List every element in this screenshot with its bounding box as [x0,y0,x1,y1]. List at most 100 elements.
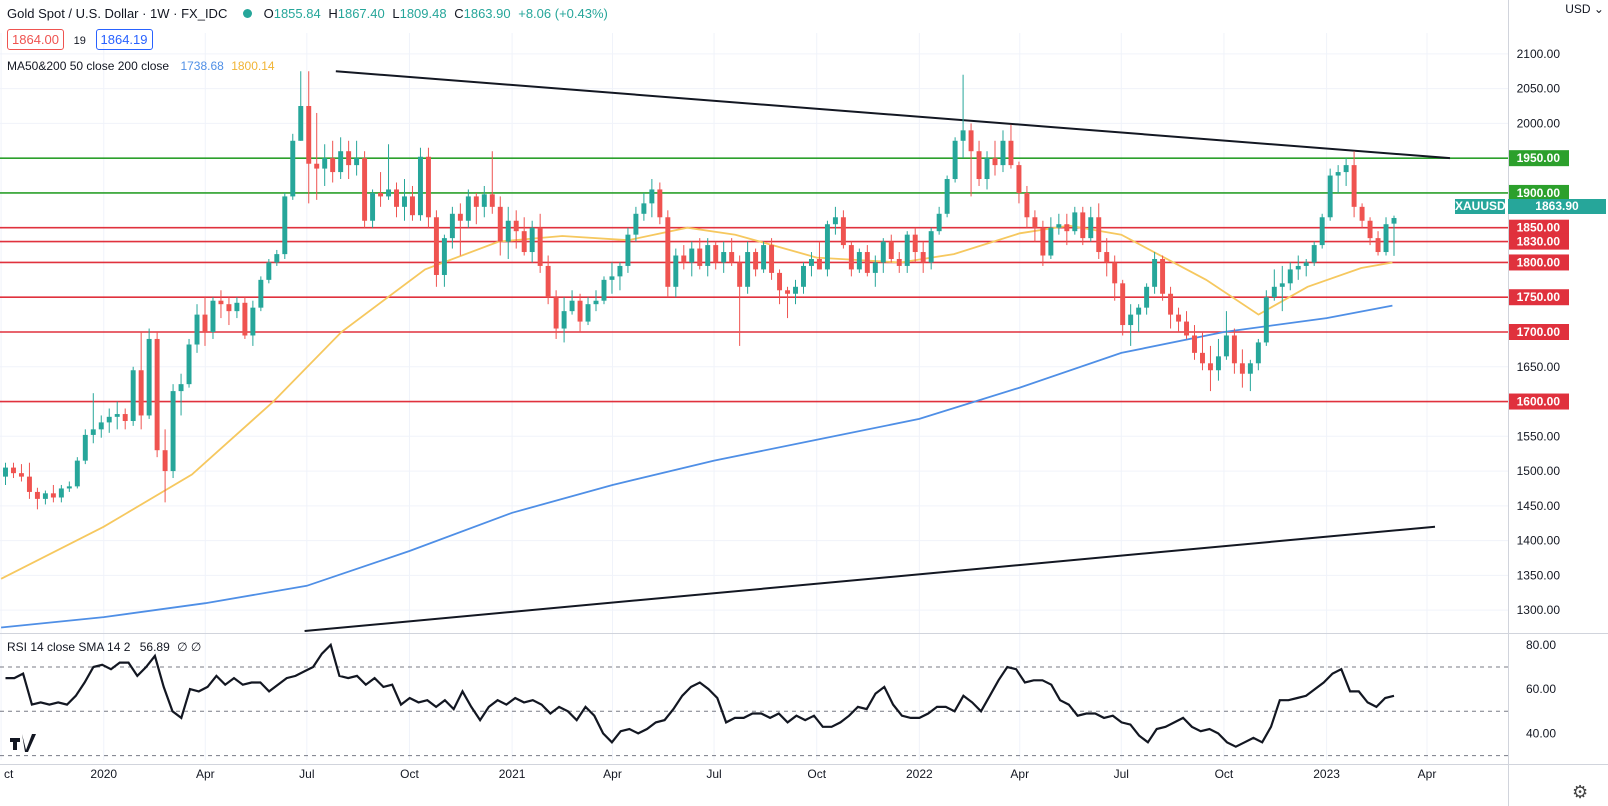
level-tag-label: 1700.00 [1517,325,1561,339]
candle-body [338,151,344,173]
rsi-legend[interactable]: RSI 14 close SMA 14 2 56.89 ∅ ∅ [7,640,201,654]
candle-body [410,196,415,216]
candle [1231,328,1237,374]
candle [505,206,511,259]
candle-body [681,255,687,263]
candle-body [729,252,735,263]
candle-body [250,307,256,336]
candle [11,462,16,479]
candle-body [282,196,288,255]
candle [617,262,623,291]
ma50-value: 1800.14 [231,59,275,73]
candle [122,408,128,430]
x-tick-label: 2023 [1313,767,1340,781]
candle [777,269,783,305]
candle-body [42,493,48,499]
candle [713,241,719,270]
candle-body [18,473,24,477]
candle-body [378,192,384,197]
candle-body [202,314,208,332]
level-tag-bg [1509,289,1569,306]
moving-averages [0,224,1393,629]
ohlc-low: 1809.48 [399,6,447,21]
candle [362,151,368,228]
ma-legend[interactable]: MA50&200 50 close 200 close 1738.68 1800… [7,59,275,73]
candle-body [138,370,144,416]
candle [1207,345,1213,392]
candle-body [66,486,72,489]
candle-body [481,194,487,207]
candle-body [178,384,184,392]
buy-price-button[interactable]: 1864.19 [95,29,153,50]
candle-body [513,220,519,232]
symbol-title[interactable]: Gold Spot / U.S. Dollar · 1W · FX_IDC [7,6,228,21]
candle [801,262,806,294]
candle [1040,220,1046,266]
candle-body [753,252,759,270]
candle [1335,165,1341,193]
candle-body [1335,172,1341,176]
x-tick-label: 2021 [499,767,526,781]
candle-body [130,370,136,422]
market-status-dot [242,9,252,18]
candle-body [1367,220,1373,239]
candle [242,297,248,339]
candle-body [832,217,838,225]
candle-body [521,231,527,253]
candle-body [896,258,902,266]
candle [1192,325,1197,360]
candle [489,151,495,214]
candle-body [633,213,639,235]
candle-body [402,196,407,207]
candle-body [920,252,926,263]
candle-body [298,106,304,141]
candle-body [952,140,958,180]
currency-menu[interactable]: USD ⌄ [1565,2,1604,16]
level-tag-label: 1900.00 [1517,186,1561,200]
candle-body [386,189,392,197]
level-tag-label: 1850.00 [1517,221,1561,235]
candle-body [801,265,806,287]
candle [585,297,591,326]
candle [944,175,950,218]
tradingview-logo-icon [10,734,36,752]
candle-body [242,302,248,336]
candle-body [3,467,8,477]
trendline-upper [335,70,1451,160]
candle [1303,258,1309,277]
candle [1032,210,1038,242]
candle-body [1024,192,1030,218]
candle-body [449,213,455,239]
candle [1311,241,1317,266]
candle-body [346,151,352,166]
candle [1295,255,1301,280]
candle-body [330,158,336,173]
candle [465,189,471,228]
candle [90,393,96,444]
candle-body [1239,363,1245,374]
candle [402,179,407,221]
candle-body [354,158,360,166]
level-tag-bg [1509,233,1569,250]
level-tag-bg [1509,219,1569,236]
settings-gear-icon[interactable]: ⚙ [1572,782,1589,802]
candle-body [114,414,120,417]
candle [593,290,599,312]
candle [370,189,376,228]
sell-price-button[interactable]: 1864.00 [7,29,64,50]
candle [66,481,72,492]
candle [202,297,208,346]
candle-body [537,227,543,266]
candle [1359,203,1365,228]
candle [697,238,703,270]
ma-legend-label: MA50&200 50 close 200 close [7,59,170,73]
candle-body [234,302,240,312]
candle-body [601,279,607,301]
candle [154,332,160,458]
candle-body [274,254,280,263]
candle-body [473,196,479,207]
candle-body [362,158,368,221]
candle [753,248,759,277]
candle [808,252,814,277]
